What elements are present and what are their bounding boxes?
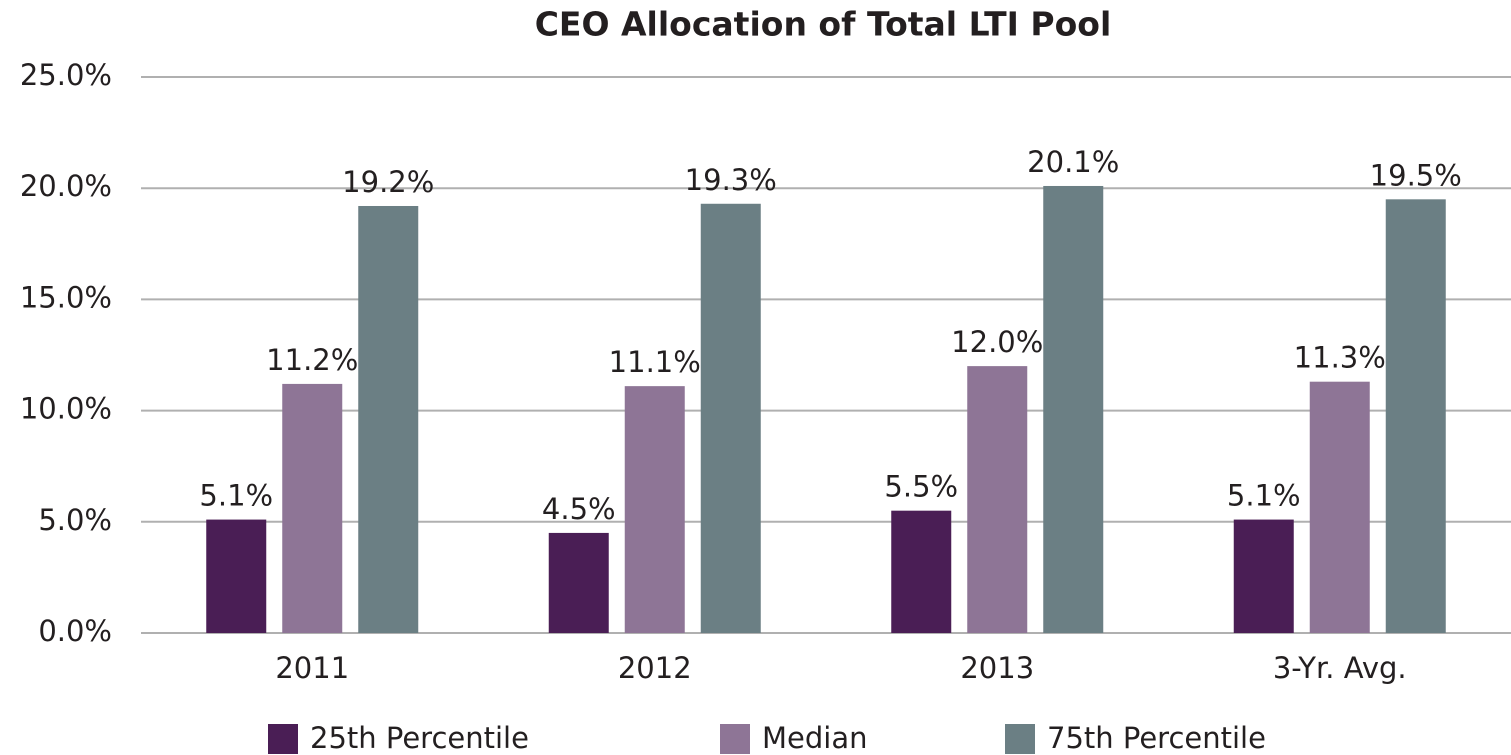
bar xyxy=(1385,199,1446,633)
legend-label: Median xyxy=(762,721,867,755)
bar xyxy=(548,532,609,633)
data-label: 4.5% xyxy=(542,492,616,526)
bar xyxy=(282,383,343,633)
data-label: 11.1% xyxy=(609,345,701,379)
data-label: 5.1% xyxy=(1227,479,1301,513)
x-tick-label: 2013 xyxy=(960,651,1034,685)
x-tick-label: 2012 xyxy=(618,651,692,685)
data-label: 19.2% xyxy=(342,165,434,199)
chart-title: CEO Allocation of Total LTI Pool xyxy=(535,5,1112,44)
bar xyxy=(1043,185,1104,633)
bar xyxy=(700,203,761,633)
legend-swatch xyxy=(1005,724,1035,754)
data-label: 12.0% xyxy=(951,325,1043,359)
y-tick-label: 25.0% xyxy=(20,58,112,92)
data-label: 19.5% xyxy=(1370,158,1462,192)
bar xyxy=(206,519,267,633)
data-label: 11.2% xyxy=(266,343,358,377)
x-tick-label: 3-Yr. Avg. xyxy=(1273,651,1407,685)
legend-swatch xyxy=(720,724,750,754)
data-label: 19.3% xyxy=(685,163,777,197)
y-tick-label: 0.0% xyxy=(38,614,112,648)
data-label: 20.1% xyxy=(1027,145,1119,179)
x-tick-label: 2011 xyxy=(275,651,349,685)
legend-swatch xyxy=(268,724,298,754)
bar xyxy=(967,366,1028,633)
legend-label: 25th Percentile xyxy=(310,721,529,755)
y-tick-label: 15.0% xyxy=(20,280,112,314)
bar xyxy=(1233,519,1294,633)
data-label: 5.1% xyxy=(199,479,273,513)
y-tick-label: 10.0% xyxy=(20,392,112,426)
y-tick-label: 20.0% xyxy=(20,169,112,203)
legend-label: 75th Percentile xyxy=(1047,721,1266,755)
data-label: 5.5% xyxy=(884,470,958,504)
data-label: 11.3% xyxy=(1294,341,1386,375)
y-tick-label: 5.0% xyxy=(38,503,112,537)
bar xyxy=(624,386,685,633)
bar xyxy=(891,510,952,633)
bar xyxy=(1309,381,1370,633)
bar xyxy=(358,205,419,633)
